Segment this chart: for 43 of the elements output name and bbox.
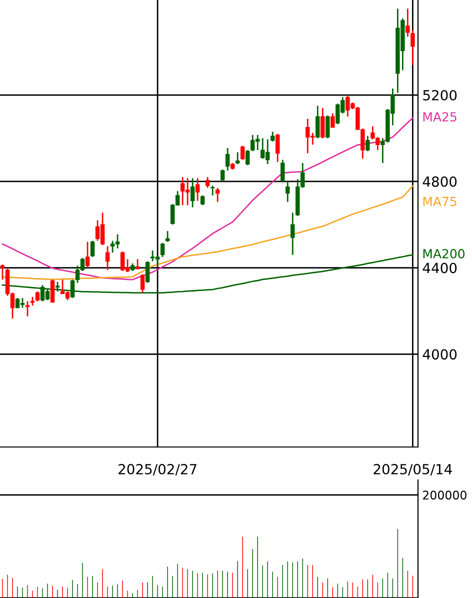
candlestick — [286, 180, 290, 203]
candlestick — [50, 278, 55, 304]
candlestick — [330, 112, 335, 128]
candlestick — [366, 135, 370, 152]
candlestick — [226, 147, 230, 172]
candlestick — [25, 300, 30, 318]
candlestick — [195, 177, 200, 202]
candlestick — [200, 194, 205, 206]
series-label: MA75 — [423, 196, 456, 206]
candlestick — [216, 187, 220, 203]
candlestick — [160, 242, 165, 258]
candlestick — [90, 240, 95, 258]
candlestick — [316, 105, 320, 139]
candlestick — [85, 241, 90, 268]
candlestick — [290, 212, 295, 256]
y-tick-label: 4400 — [422, 262, 457, 274]
candlestick — [220, 168, 225, 182]
candlestick — [210, 185, 215, 196]
x-tick-label: 2025/02/27 — [118, 464, 196, 476]
candlestick — [190, 177, 195, 208]
y-tick-label: 5200 — [423, 90, 457, 100]
candlestick — [270, 131, 275, 142]
candlestick — [280, 159, 285, 184]
candlestick — [326, 114, 330, 139]
candlestick — [35, 290, 40, 302]
candlestick — [140, 274, 145, 294]
candlestick — [406, 8, 410, 38]
y-tick-label: 4000 — [422, 349, 457, 360]
candlestick — [240, 145, 245, 160]
y-tick-label: 4800 — [422, 176, 457, 187]
y-tick-label: 200000 — [423, 490, 466, 500]
candlestick — [206, 176, 210, 189]
candlestick — [105, 245, 110, 271]
series-label: MA25 — [423, 112, 456, 122]
candlestick — [410, 30, 415, 66]
candlestick — [236, 152, 240, 165]
candlestick — [320, 107, 325, 139]
line-series — [2, 185, 414, 280]
candlestick — [246, 149, 250, 166]
series-label: MA200 — [423, 248, 465, 258]
candlestick — [276, 133, 280, 163]
x-tick-label: 2025/05/14 — [374, 464, 452, 476]
candlestick — [145, 260, 150, 284]
